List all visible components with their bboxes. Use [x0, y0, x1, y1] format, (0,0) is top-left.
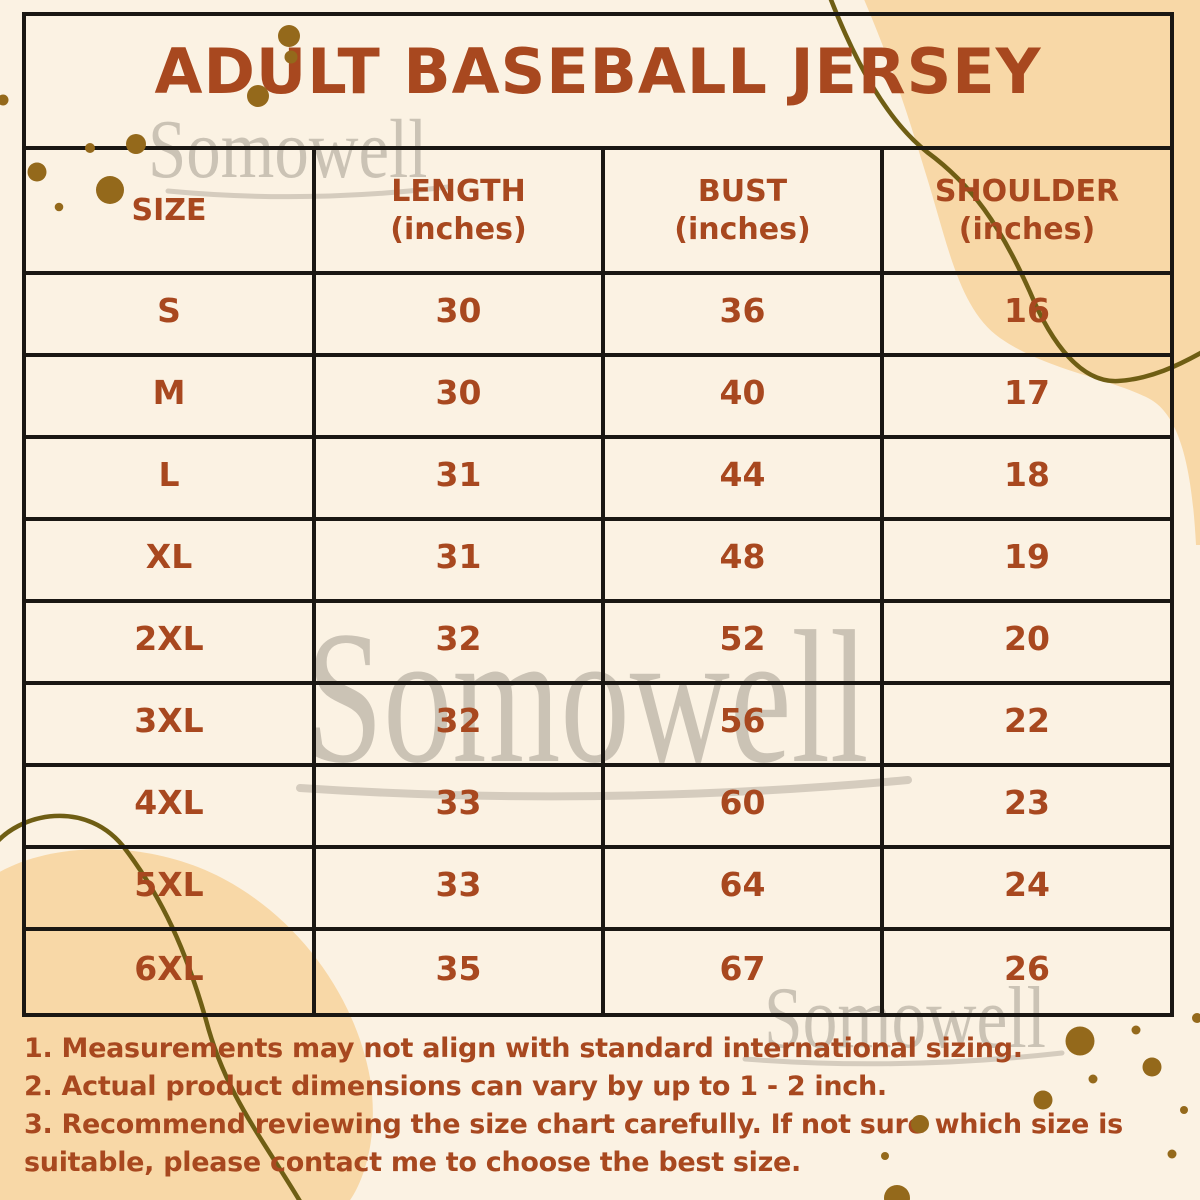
cell-length: 30: [316, 357, 605, 439]
cell-size: 6XL: [26, 931, 316, 1013]
note-line-2: 2. Actual product dimensions can vary by…: [24, 1071, 887, 1102]
note-line-1: 1. Measurements may not align with stand…: [24, 1033, 1023, 1064]
column-header-unit: (inches): [674, 211, 811, 247]
cell-size: 5XL: [26, 849, 316, 931]
cell-shoulder: 16: [884, 275, 1170, 357]
cell-size: XL: [26, 521, 316, 603]
column-header-bust: BUST (inches): [605, 150, 884, 275]
cell-shoulder: 23: [884, 767, 1170, 849]
cell-bust: 44: [605, 439, 884, 521]
cell-bust: 40: [605, 357, 884, 439]
column-header-length: LENGTH (inches): [316, 150, 605, 275]
cell-bust: 64: [605, 849, 884, 931]
cell-size: 4XL: [26, 767, 316, 849]
cell-length: 33: [316, 767, 605, 849]
cell-shoulder: 19: [884, 521, 1170, 603]
cell-bust: 56: [605, 685, 884, 767]
column-header-label: BUST: [697, 174, 788, 210]
cell-shoulder: 20: [884, 603, 1170, 685]
notes: 1. Measurements may not align with stand…: [24, 1030, 1194, 1182]
cell-length: 31: [316, 439, 605, 521]
cell-shoulder: 17: [884, 357, 1170, 439]
cell-shoulder: 24: [884, 849, 1170, 931]
cell-length: 35: [316, 931, 605, 1013]
cell-bust: 60: [605, 767, 884, 849]
cell-bust: 36: [605, 275, 884, 357]
cell-size: M: [26, 357, 316, 439]
paint-dot: [1192, 1013, 1200, 1023]
watermark-somowell-middle: Somowell: [306, 593, 869, 803]
cell-size: 3XL: [26, 685, 316, 767]
cell-bust: 48: [605, 521, 884, 603]
cell-shoulder: 26: [1004, 948, 1050, 988]
column-header-label: LENGTH: [391, 174, 526, 210]
cell-size: L: [26, 439, 316, 521]
cell-shoulder: 22: [884, 685, 1170, 767]
cell-size: S: [26, 275, 316, 357]
cell-length: 31: [316, 521, 605, 603]
cell-bust: 52: [605, 603, 884, 685]
cell-shoulder: 18: [884, 439, 1170, 521]
column-header-size: SIZE: [26, 150, 316, 275]
column-header-unit: (inches): [958, 211, 1096, 247]
cell-length: 32: [316, 603, 605, 685]
note-line-3: 3. Recommend reviewing the size chart ca…: [24, 1109, 1123, 1178]
cell-length: 33: [316, 849, 605, 931]
column-header-label: SIZE: [131, 192, 207, 228]
cell-bust: 67: [605, 931, 884, 1013]
column-header-shoulder: SHOULDER (inches): [884, 150, 1170, 275]
size-chart-table: ADULT BASEBALL JERSEY SIZE LENGTH (inche…: [22, 12, 1174, 1017]
watermark-somowell-bottom: Somowell: [764, 970, 1046, 1067]
paint-dot: [0, 94, 9, 106]
cell-length: 32: [316, 685, 605, 767]
column-header-unit: (inches): [390, 211, 527, 247]
cell-length: 30: [316, 275, 605, 357]
paint-dot: [884, 1185, 910, 1200]
cell-size: 2XL: [26, 603, 316, 685]
column-header-label: SHOULDER: [934, 174, 1120, 210]
chart-title: ADULT BASEBALL JERSEY: [26, 16, 1170, 150]
